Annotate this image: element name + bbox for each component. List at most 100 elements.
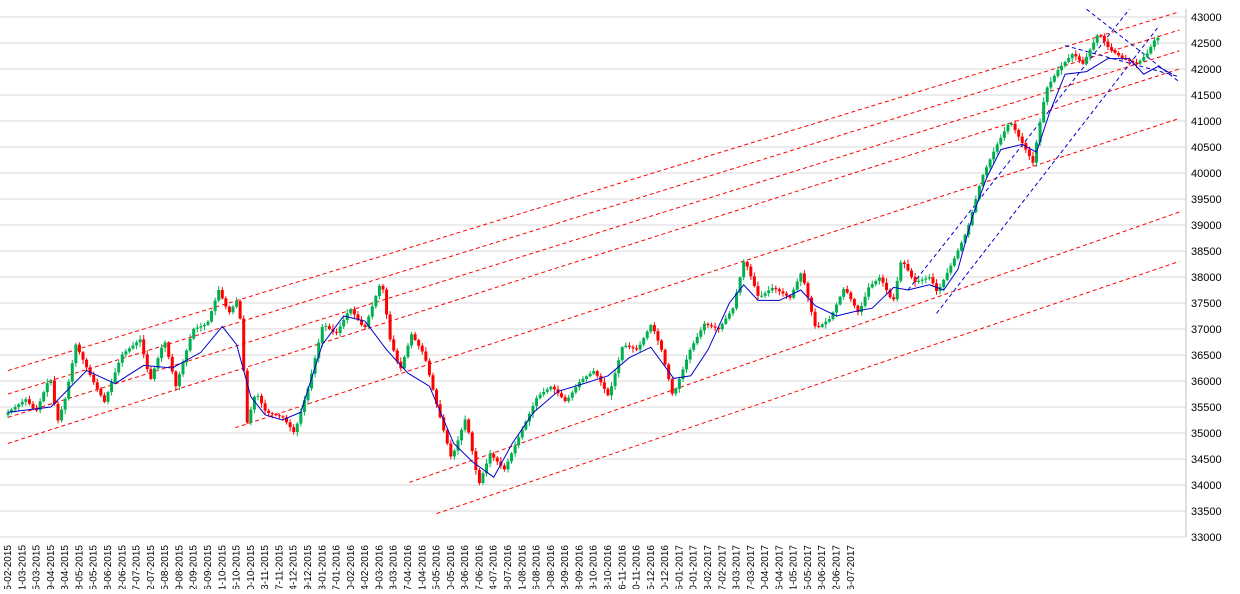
x-tick-label: 26-04-2017 [774,545,785,589]
x-tick-label: 21-04-2016 [417,545,428,589]
candle-up [570,392,574,398]
candle-up [735,292,739,309]
red-trendline [409,211,1180,483]
candle-up [1142,57,1146,61]
candle-down [852,299,856,306]
candle-down [220,290,224,299]
x-tick-label: 08-06-2015 [103,545,114,589]
candle-down [627,345,631,347]
candle-up [1088,49,1092,57]
candle-up [674,388,678,394]
candle-up [206,321,210,325]
candle-up [831,312,835,320]
candle-up [960,242,964,251]
candle-down [242,318,246,371]
candle-down [413,334,417,340]
candle-down [142,339,146,355]
candle-up [927,277,931,279]
candle-down [1110,47,1114,51]
candle-up [924,278,928,280]
candle-down [631,346,635,349]
candle-up [760,295,764,297]
candle-down [1120,55,1124,59]
candle-up [127,348,131,352]
candle-up [942,279,946,287]
candle-up [799,273,803,282]
x-tick-label: 30-08-2016 [546,545,557,589]
x-tick-label: 08-05-2015 [74,545,85,589]
x-tick-label: 18-07-2016 [503,545,514,589]
candle-down [270,413,274,415]
candle-up [588,373,592,377]
candle-down [502,465,506,470]
candle-down [81,352,85,360]
x-tick-label: 10-04-2017 [760,545,771,589]
candle-down [170,356,174,372]
y-tick-label: 39500 [1191,194,1222,206]
x-tick-label: 13-09-2016 [560,545,571,589]
candle-up [988,159,992,168]
trendlines [7,8,1180,515]
candle-up [213,300,217,312]
candle-up [538,394,542,399]
candle-down [363,324,367,327]
x-tick-label: 16-11-2016 [617,545,628,589]
candle-up [231,306,235,313]
candle-up [720,323,724,329]
blue-trendline [1064,45,1180,78]
y-axis: 33000 33500 34000 34500 35000 35500 36000 36500… [1191,12,1222,544]
candle-down [149,369,153,379]
candle-up [770,287,774,291]
candle-up [995,144,999,152]
candle-down [395,350,399,362]
y-tick-label: 38000 [1191,272,1222,284]
candle-down [27,399,31,404]
candle-down [710,325,714,327]
candle-up [349,309,353,314]
candle-up [642,338,646,345]
candle-up [402,356,406,369]
candle-up [342,319,346,327]
candle-up [113,372,117,383]
candle-down [445,430,449,444]
candle-up [110,382,114,393]
red-trendline [7,29,1180,395]
candle-down [749,266,753,277]
candle-down [492,453,496,458]
candle-up [1063,61,1067,66]
candle-down [35,408,39,411]
candle-down [635,348,639,350]
x-tick-label: 30-10-2015 [246,545,257,589]
candle-up [1145,53,1149,58]
candle-up [567,397,571,402]
candle-up [917,280,921,282]
x-tick-label: 13-01-2016 [317,545,328,589]
candle-down [1017,130,1021,137]
x-tick-label: 27-02-2017 [717,545,728,589]
candle-down [756,286,760,296]
candle-up [124,351,128,355]
candle-down [652,325,656,332]
y-tick-label: 41500 [1191,90,1222,102]
x-tick-label: 01-10-2015 [217,545,228,589]
candle-up [1085,56,1089,64]
candle-down [560,393,564,398]
candle-up [585,376,589,379]
candle-up [842,288,846,297]
candle-down [327,326,331,329]
candle-down [477,469,481,484]
candle-up [731,308,735,314]
candle-down [599,375,603,383]
candle-up [131,345,135,349]
candle-up [1152,40,1156,47]
candle-up [531,405,535,414]
candle-up [106,392,110,402]
x-tick-label: 13-03-2017 [732,545,743,589]
candle-up [645,331,649,339]
candle-up [835,304,839,313]
candle-up [1067,58,1071,62]
candle-up [1042,101,1046,123]
candle-down [849,292,853,300]
candle-up [545,389,549,392]
